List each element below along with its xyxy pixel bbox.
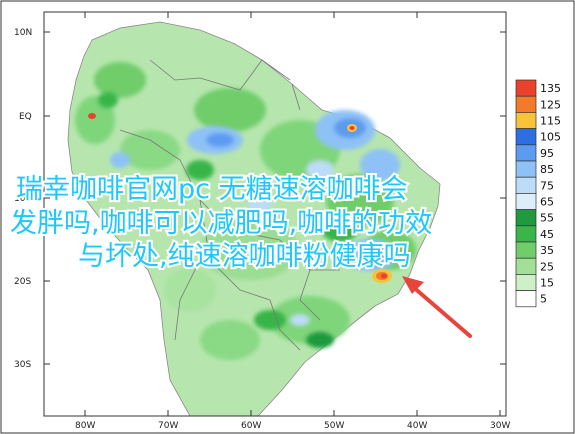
legend-label-95: 95 bbox=[540, 147, 554, 160]
legend-label-5: 5 bbox=[540, 293, 547, 306]
legend-label-25: 25 bbox=[540, 260, 554, 273]
latitude-axis: 10N EQ 10S 20S 30S bbox=[14, 28, 506, 370]
lon-label-60w: 60W bbox=[241, 421, 261, 431]
legend-swatch-115 bbox=[515, 112, 537, 129]
legend-swatch-35 bbox=[515, 241, 537, 259]
legend-swatch-95 bbox=[515, 144, 537, 162]
lon-label-50w: 50W bbox=[324, 421, 344, 431]
overlay-caption: 瑞幸咖啡官网pc 无糖速溶咖啡会 发胖吗,咖啡可以减肥吗,咖啡的功效 与坏处,纯… bbox=[8, 172, 434, 274]
precip-high-patches bbox=[98, 92, 358, 348]
longitude-axis: 80W 70W 60W 50W 40W 30W bbox=[75, 12, 510, 431]
legend-label-55: 55 bbox=[540, 212, 554, 225]
overlay-line-2: 发胖吗,咖啡可以减肥吗,咖啡的功效 bbox=[10, 208, 432, 239]
precip-blue-patches bbox=[110, 110, 400, 326]
legend-swatch-135 bbox=[515, 79, 537, 97]
legend-swatch-5 bbox=[515, 290, 537, 308]
lon-label-30w: 30W bbox=[490, 421, 510, 431]
legend-swatch-25 bbox=[515, 257, 537, 275]
lat-label-eq: EQ bbox=[19, 112, 32, 122]
map-plot-area bbox=[44, 12, 506, 416]
legend-swatch-85 bbox=[515, 160, 537, 178]
precip-hotspots bbox=[88, 113, 392, 283]
lon-label-70w: 70W bbox=[158, 421, 178, 431]
lat-label-30s: 30S bbox=[14, 360, 31, 370]
legend-colorbar: 135 125 115 105 95 85 75 65 55 45 35 25 15 5 bbox=[515, 79, 561, 308]
legend-swatch-15 bbox=[515, 274, 537, 291]
lat-label-10s: 10S bbox=[14, 194, 31, 204]
lon-label-40w: 40W bbox=[407, 421, 427, 431]
overlay-line-1: 瑞幸咖啡官网pc 无糖速溶咖啡会 bbox=[16, 174, 408, 205]
legend-swatch-105 bbox=[515, 128, 537, 146]
legend-swatch-55 bbox=[515, 209, 537, 227]
lat-label-10n: 10N bbox=[14, 28, 32, 38]
lat-label-20s: 20S bbox=[14, 277, 31, 287]
overlay-line-3: 与坏处,纯速溶咖啡粉健康吗 bbox=[78, 241, 411, 272]
legend-label-115: 115 bbox=[540, 115, 561, 128]
country-borders bbox=[119, 59, 340, 351]
legend-label-75: 75 bbox=[540, 179, 554, 192]
legend-label-65: 65 bbox=[540, 196, 554, 209]
legend-label-85: 85 bbox=[540, 163, 554, 176]
precip-medium-patches bbox=[75, 62, 416, 360]
legend-label-125: 125 bbox=[540, 98, 561, 111]
map-plot-border bbox=[43, 11, 507, 417]
red-arrow bbox=[402, 276, 472, 338]
legend-swatch-65 bbox=[515, 193, 537, 210]
legend-label-35: 35 bbox=[540, 244, 554, 257]
legend-swatch-45 bbox=[515, 225, 537, 243]
legend-label-45: 45 bbox=[540, 228, 554, 241]
legend-label-105: 105 bbox=[540, 131, 561, 144]
legend-swatch-75 bbox=[515, 176, 537, 194]
legend-swatch-125 bbox=[515, 95, 537, 113]
legend-label-15: 15 bbox=[540, 277, 554, 290]
legend-label-135: 135 bbox=[540, 82, 561, 95]
lon-label-80w: 80W bbox=[75, 421, 95, 431]
